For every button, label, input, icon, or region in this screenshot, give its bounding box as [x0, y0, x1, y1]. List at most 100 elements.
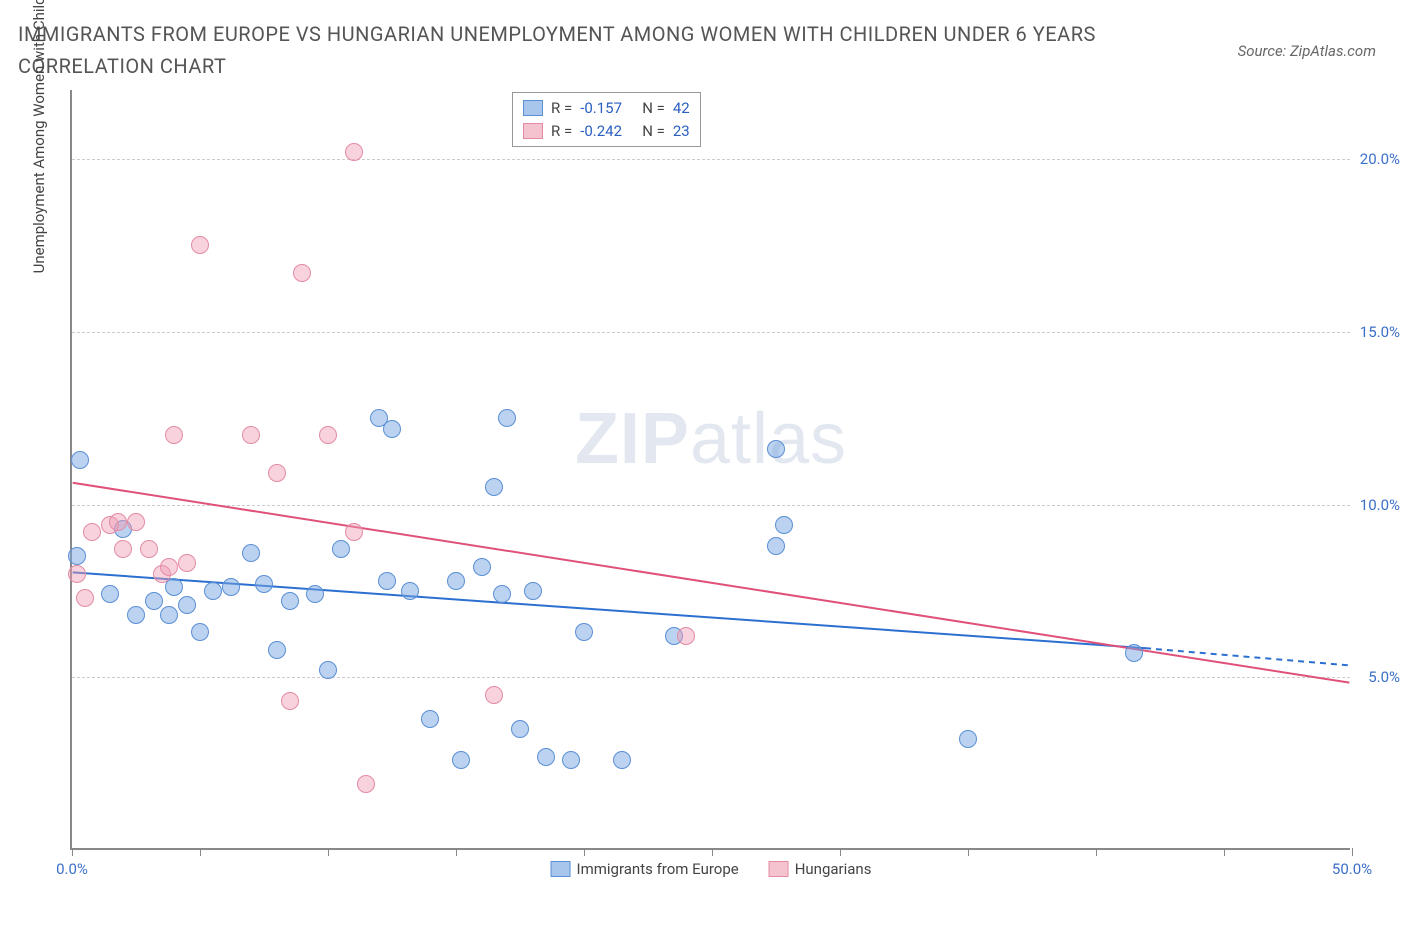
data-point: [83, 523, 101, 541]
legend-r-label: R =: [551, 120, 572, 143]
data-point: [222, 578, 240, 596]
data-point: [485, 686, 503, 704]
data-point: [537, 748, 555, 766]
data-point: [242, 426, 260, 444]
data-point: [76, 589, 94, 607]
data-point: [68, 547, 86, 565]
data-point: [345, 523, 363, 541]
trend-lines: [72, 90, 1350, 848]
source-label: Source: ZipAtlas.com: [1238, 42, 1376, 60]
x-tick: [712, 848, 713, 856]
gridline: [72, 332, 1350, 333]
data-point: [1125, 644, 1143, 662]
data-point: [293, 264, 311, 282]
data-point: [378, 572, 396, 590]
x-tick: [1096, 848, 1097, 856]
x-tick: [1352, 848, 1353, 856]
data-point: [319, 426, 337, 444]
legend-r-label: R =: [551, 97, 572, 120]
data-point: [493, 585, 511, 603]
data-point: [109, 513, 127, 531]
legend-row: R = -0.242 N = 23: [523, 120, 690, 143]
gridline: [72, 505, 1350, 506]
legend-n-label: N =: [642, 120, 665, 143]
legend-n-label: N =: [642, 97, 665, 120]
data-point: [268, 464, 286, 482]
data-point: [165, 578, 183, 596]
data-point: [71, 451, 89, 469]
x-tick: [456, 848, 457, 856]
data-point: [345, 143, 363, 161]
data-point: [306, 585, 324, 603]
gridline: [72, 677, 1350, 678]
data-point: [281, 592, 299, 610]
data-point: [562, 751, 580, 769]
legend-label: Immigrants from Europe: [577, 860, 739, 878]
x-tick-label: 50.0%: [1332, 860, 1372, 878]
x-tick: [200, 848, 201, 856]
data-point: [498, 409, 516, 427]
data-point: [281, 692, 299, 710]
gridline: [72, 159, 1350, 160]
chart-title: IMMIGRANTS FROM EUROPE VS HUNGARIAN UNEM…: [18, 18, 1118, 82]
chart-container: Unemployment Among Women with Children U…: [40, 90, 1380, 880]
data-point: [242, 544, 260, 562]
legend-swatch: [769, 861, 789, 877]
legend-label: Hungarians: [795, 860, 872, 878]
data-point: [145, 592, 163, 610]
y-tick-label: 20.0%: [1360, 150, 1400, 168]
data-point: [767, 440, 785, 458]
data-point: [160, 558, 178, 576]
series-legend: Immigrants from Europe Hungarians: [551, 860, 872, 878]
legend-r-value: -0.242: [580, 120, 634, 143]
watermark-zip: ZIP: [575, 399, 690, 479]
legend-item: Immigrants from Europe: [551, 860, 739, 878]
data-point: [332, 540, 350, 558]
data-point: [165, 426, 183, 444]
legend-swatch: [551, 861, 571, 877]
data-point: [357, 775, 375, 793]
data-point: [613, 751, 631, 769]
x-tick: [328, 848, 329, 856]
plot-area: ZIPatlas 5.0%10.0%15.0%20.0% 0.0%50.0% R…: [70, 90, 1350, 850]
x-tick: [968, 848, 969, 856]
data-point: [511, 720, 529, 738]
data-point: [959, 730, 977, 748]
legend-r-value: -0.157: [580, 97, 634, 120]
data-point: [178, 596, 196, 614]
data-point: [524, 582, 542, 600]
legend-n-value: 23: [673, 120, 690, 143]
data-point: [268, 641, 286, 659]
data-point: [383, 420, 401, 438]
watermark: ZIPatlas: [575, 398, 847, 480]
data-point: [447, 572, 465, 590]
y-tick-label: 10.0%: [1360, 496, 1400, 514]
legend-swatch: [523, 100, 543, 116]
data-point: [160, 606, 178, 624]
watermark-atlas: atlas: [690, 399, 847, 479]
data-point: [68, 565, 86, 583]
data-point: [485, 478, 503, 496]
data-point: [140, 540, 158, 558]
legend-n-value: 42: [673, 97, 690, 120]
data-point: [677, 627, 695, 645]
x-tick: [840, 848, 841, 856]
data-point: [127, 513, 145, 531]
data-point: [114, 540, 132, 558]
data-point: [127, 606, 145, 624]
x-tick: [1224, 848, 1225, 856]
y-tick-label: 5.0%: [1368, 668, 1400, 686]
data-point: [204, 582, 222, 600]
data-point: [421, 710, 439, 728]
y-axis-title: Unemployment Among Women with Children U…: [30, 0, 48, 273]
y-tick-label: 15.0%: [1360, 323, 1400, 341]
data-point: [319, 661, 337, 679]
data-point: [452, 751, 470, 769]
legend-swatch: [523, 123, 543, 139]
data-point: [775, 516, 793, 534]
x-tick: [584, 848, 585, 856]
data-point: [401, 582, 419, 600]
data-point: [101, 585, 119, 603]
data-point: [473, 558, 491, 576]
x-tick-label: 0.0%: [56, 860, 88, 878]
